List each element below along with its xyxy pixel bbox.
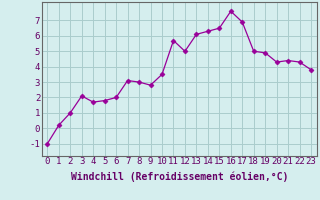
X-axis label: Windchill (Refroidissement éolien,°C): Windchill (Refroidissement éolien,°C): [70, 172, 288, 182]
